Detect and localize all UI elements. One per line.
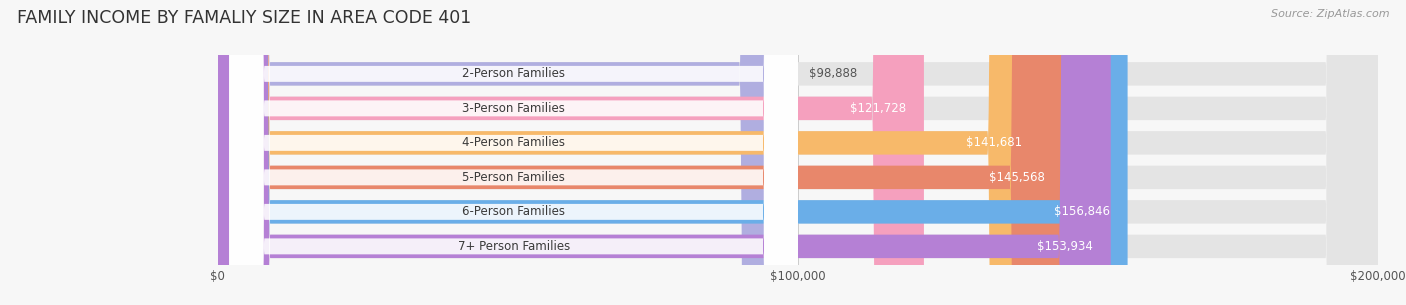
- FancyBboxPatch shape: [218, 0, 792, 305]
- FancyBboxPatch shape: [218, 0, 1378, 305]
- FancyBboxPatch shape: [229, 0, 799, 305]
- Text: $145,568: $145,568: [988, 171, 1045, 184]
- FancyBboxPatch shape: [218, 0, 1378, 305]
- FancyBboxPatch shape: [218, 0, 1378, 305]
- FancyBboxPatch shape: [229, 0, 799, 305]
- Text: 2-Person Families: 2-Person Families: [463, 67, 565, 81]
- FancyBboxPatch shape: [229, 0, 799, 305]
- FancyBboxPatch shape: [229, 0, 799, 305]
- FancyBboxPatch shape: [229, 0, 799, 305]
- Text: 4-Person Families: 4-Person Families: [463, 136, 565, 149]
- FancyBboxPatch shape: [218, 0, 1111, 305]
- FancyBboxPatch shape: [218, 0, 1128, 305]
- Text: $121,728: $121,728: [851, 102, 907, 115]
- Text: $153,934: $153,934: [1038, 240, 1094, 253]
- FancyBboxPatch shape: [218, 0, 1378, 305]
- FancyBboxPatch shape: [218, 0, 1039, 305]
- FancyBboxPatch shape: [218, 0, 1062, 305]
- FancyBboxPatch shape: [218, 0, 1378, 305]
- Text: 6-Person Families: 6-Person Families: [463, 205, 565, 218]
- FancyBboxPatch shape: [229, 0, 799, 305]
- Text: 7+ Person Families: 7+ Person Families: [457, 240, 569, 253]
- Text: 3-Person Families: 3-Person Families: [463, 102, 565, 115]
- FancyBboxPatch shape: [218, 0, 1378, 305]
- Text: $156,846: $156,846: [1054, 205, 1111, 218]
- Text: $98,888: $98,888: [808, 67, 858, 81]
- Text: Source: ZipAtlas.com: Source: ZipAtlas.com: [1271, 9, 1389, 19]
- FancyBboxPatch shape: [218, 0, 924, 305]
- Text: FAMILY INCOME BY FAMALIY SIZE IN AREA CODE 401: FAMILY INCOME BY FAMALIY SIZE IN AREA CO…: [17, 9, 471, 27]
- Text: 5-Person Families: 5-Person Families: [463, 171, 565, 184]
- Text: $141,681: $141,681: [966, 136, 1022, 149]
